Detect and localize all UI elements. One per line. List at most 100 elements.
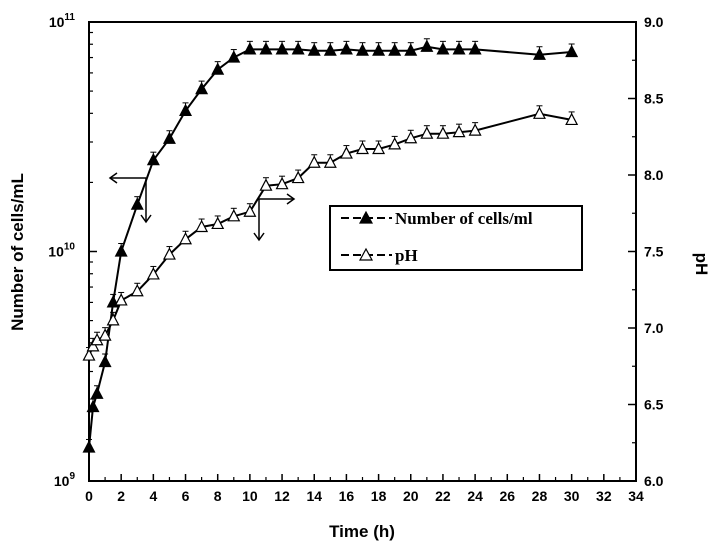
data-point-ph — [356, 141, 369, 155]
y-left-tick-label: 109 — [54, 471, 76, 489]
data-point-ph — [388, 137, 402, 150]
legend-marker-open-triangle — [358, 247, 374, 261]
x-tick-label: 4 — [149, 488, 157, 504]
x-tick-label: 30 — [564, 488, 580, 504]
data-point-cells — [162, 131, 176, 144]
data-point-ph — [130, 283, 144, 297]
data-point-cells — [452, 42, 466, 55]
data-point-cells — [323, 43, 337, 56]
data-point-cells — [356, 43, 369, 56]
y-left-tick-base: 10 — [54, 473, 70, 489]
legend-marker-filled-triangle — [358, 210, 374, 224]
y-left-tick-label: 1011 — [49, 12, 76, 30]
data-point-cells — [86, 399, 100, 413]
data-point-cells — [307, 43, 321, 56]
x-tick-label: 28 — [532, 488, 548, 504]
data-point-cells — [98, 354, 112, 368]
x-tick-label: 18 — [371, 488, 387, 504]
left-axis-arrow — [108, 172, 152, 224]
data-point-cells — [372, 43, 386, 56]
legend-item-ph: pH — [341, 246, 418, 265]
y-right-tick-label: 9.0 — [644, 14, 664, 30]
data-point-cells — [146, 152, 160, 166]
y-right-tick-label: 6.0 — [644, 473, 664, 489]
data-point-ph — [98, 328, 112, 341]
data-point-cells — [130, 197, 144, 210]
data-point-ph — [532, 106, 546, 119]
x-tick-label: 16 — [339, 488, 355, 504]
data-point-cells — [82, 440, 96, 453]
y-left-tick-exp: 10 — [64, 242, 76, 253]
y-left-axis-title: Number of cells/mL — [8, 173, 27, 331]
data-point-ph — [452, 124, 466, 138]
data-point-ph — [404, 130, 418, 144]
data-point-cells — [404, 43, 418, 56]
x-tick-label: 26 — [500, 488, 516, 504]
data-point-ph — [339, 146, 353, 159]
y-right-tick-label: 8.5 — [644, 91, 664, 107]
data-point-ph — [436, 126, 450, 139]
data-point-cells — [114, 244, 128, 257]
data-point-cells — [179, 103, 193, 116]
data-point-ph — [323, 155, 337, 168]
data-point-cells — [227, 50, 241, 63]
data-point-ph — [162, 247, 176, 260]
y-left-tick-base: 10 — [49, 14, 65, 30]
data-point-cells — [90, 386, 104, 399]
data-point-ph — [211, 216, 225, 230]
data-point-ph — [106, 313, 120, 326]
x-tick-label: 32 — [596, 488, 612, 504]
data-point-cells — [195, 81, 209, 95]
data-point-cells — [275, 42, 289, 55]
y-left-tick-exp: 11 — [64, 12, 75, 23]
data-point-cells — [339, 42, 353, 55]
x-tick-label: 14 — [306, 488, 322, 504]
data-point-ph — [468, 123, 482, 136]
data-point-ph — [291, 170, 305, 184]
x-tick-label: 20 — [403, 488, 419, 504]
data-point-ph — [86, 339, 100, 352]
legend-item-cells: Number of cells/ml — [341, 209, 533, 228]
x-tick-label: 6 — [182, 488, 190, 504]
data-point-ph — [82, 348, 96, 361]
x-tick-label: 12 — [274, 488, 290, 504]
y-left-tick-exp: 9 — [69, 471, 75, 482]
data-point-ph — [179, 231, 193, 245]
data-point-cells — [420, 39, 434, 52]
data-point-cells — [243, 42, 257, 55]
y-right-tick-label: 8.0 — [644, 167, 664, 183]
x-tick-label: 2 — [117, 488, 125, 504]
data-point-ph — [420, 126, 434, 139]
data-point-ph — [227, 209, 241, 222]
series-layer — [82, 38, 579, 453]
right-axis-arrow — [253, 193, 296, 242]
data-point-cells — [259, 42, 273, 55]
x-axis: 0 2 4 6 8 10 12 14 16 18 20 22 24 26 28 30 32 34 — [85, 474, 644, 504]
data-point-ph — [243, 204, 257, 217]
x-tick-label: 10 — [242, 488, 258, 504]
legend-label-ph: pH — [395, 246, 418, 265]
x-tick-label: 22 — [435, 488, 451, 504]
legend-label-cells: Number of cells/ml — [395, 209, 533, 228]
data-point-ph — [114, 293, 128, 306]
data-point-cells — [211, 62, 225, 75]
data-point-cells — [291, 42, 305, 55]
data-point-cells — [436, 42, 450, 55]
x-tick-label: 0 — [85, 488, 93, 504]
y-right-axis-title: pH — [692, 253, 710, 276]
x-tick-label: 8 — [214, 488, 222, 504]
data-point-cells — [565, 44, 579, 58]
x-tick-label: 34 — [628, 488, 644, 504]
y-left-tick-base: 10 — [48, 244, 64, 260]
y-right-axis: 6.0 6.5 7.0 7.5 8.0 8.5 9.0 — [628, 14, 664, 489]
data-point-ph — [146, 267, 160, 280]
data-point-cells — [468, 42, 482, 55]
y-right-tick-label: 6.5 — [644, 397, 664, 413]
x-tick-label: 24 — [467, 488, 483, 504]
data-point-ph — [307, 155, 321, 168]
legend: Number of cells/ml pH — [329, 205, 583, 271]
data-point-ph — [275, 176, 289, 190]
x-axis-title: Time (h) — [329, 522, 395, 541]
y-right-tick-label: 7.5 — [644, 244, 664, 260]
